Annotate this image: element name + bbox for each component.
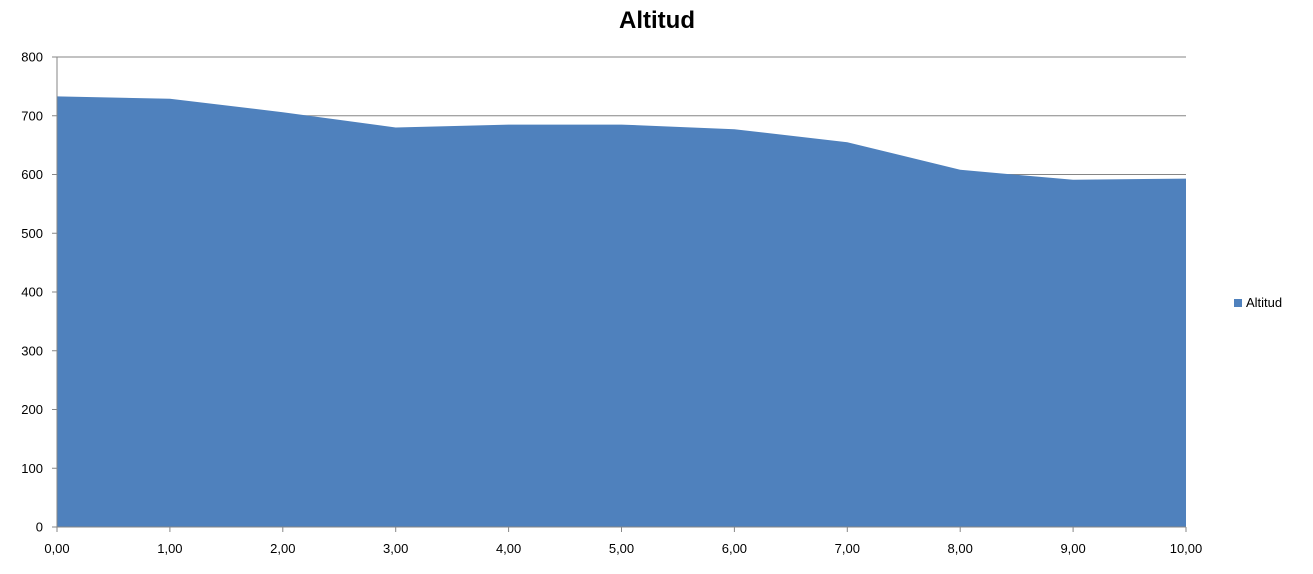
x-tick-label: 5,00 xyxy=(609,541,634,556)
y-tick-label: 0 xyxy=(36,520,43,535)
x-tick-label: 9,00 xyxy=(1060,541,1085,556)
x-tick-label: 6,00 xyxy=(722,541,747,556)
x-tick-label: 7,00 xyxy=(835,541,860,556)
legend-swatch xyxy=(1234,299,1242,307)
legend: Altitud xyxy=(1234,295,1282,310)
x-tick-label: 2,00 xyxy=(270,541,295,556)
y-tick-label: 300 xyxy=(21,343,43,358)
y-tick-label: 200 xyxy=(21,402,43,417)
axes: 0 100 200 300 400 500 600 700 800 0,00 1,00 2,00 3,0… xyxy=(21,50,1202,557)
y-tick-label: 100 xyxy=(21,461,43,476)
y-tick-label: 400 xyxy=(21,285,43,300)
x-tick-label: 10,00 xyxy=(1170,541,1203,556)
series-areas xyxy=(57,96,1186,528)
chart-title: Altitud xyxy=(619,7,695,34)
x-tick-label: 3,00 xyxy=(383,541,408,556)
legend-label: Altitud xyxy=(1246,295,1282,310)
y-tick-label: 800 xyxy=(21,50,43,65)
y-tick-label: 500 xyxy=(21,226,43,241)
x-tick-label: 8,00 xyxy=(948,541,973,556)
x-tick-label: 4,00 xyxy=(496,541,521,556)
series-area-0 xyxy=(57,96,1186,528)
x-tick-label: 1,00 xyxy=(157,541,182,556)
y-tick-label: 600 xyxy=(21,167,43,182)
x-tick-label: 0,00 xyxy=(44,541,69,556)
y-tick-label: 700 xyxy=(21,108,43,123)
